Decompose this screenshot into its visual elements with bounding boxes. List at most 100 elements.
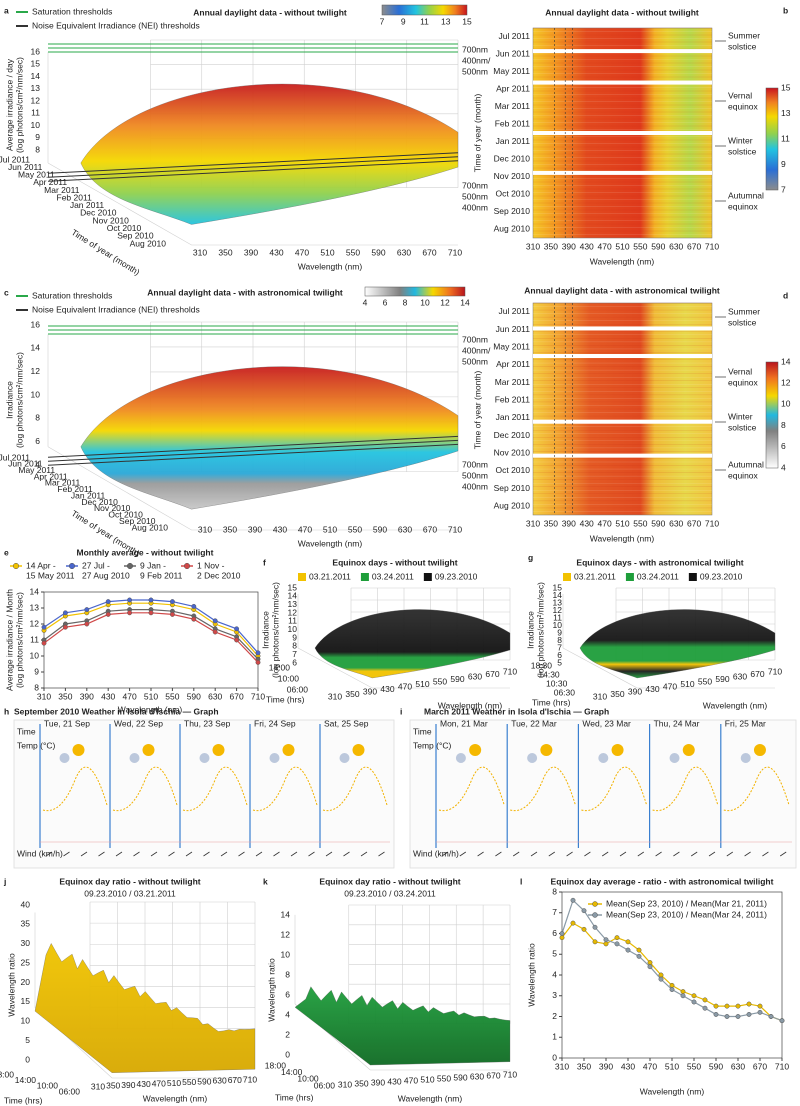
y-tick-label: 14 [553,590,563,600]
surface [80,83,459,225]
weather-icon [455,753,466,763]
row-label: Wind (km/h) [413,848,459,858]
weather-icon [282,744,295,756]
y-tick-label: Jan 2011 [496,136,531,146]
wind-arrow [185,851,193,857]
x-tick-label: 550 [437,1073,451,1083]
annotation: Summer [728,306,760,316]
legend-label: 09.23.2010 [700,571,743,581]
y-tick-label: 7 [557,642,562,652]
depth-tick-label: Jan 2011 [70,200,105,210]
wind-arrow [744,851,751,857]
data-point [691,993,697,999]
panel-label: b [783,5,788,15]
depth-tick-label: Sep 2010 [119,516,156,526]
x-tick-label: 510 [680,679,694,689]
y-tick-label: 6 [35,436,40,446]
depth-tick-label: 14:00 [269,662,291,672]
x-axis-label: Wavelength (nm) [703,700,768,710]
day-label: Wed, 22 Sep [114,718,163,728]
y-tick-label: 5 [25,1035,30,1045]
y-tick-label: 2 [552,1011,557,1021]
threshold-label: 700nm [462,180,488,190]
x-tick-label: 510 [144,691,158,701]
data-point [735,1003,741,1009]
weather-icon [212,744,225,756]
y-tick-label: 4 [285,1009,290,1019]
x-tick-label: 550 [346,247,360,257]
y-tick-label: 6 [292,657,297,667]
x-tick-label: 310 [555,1061,569,1071]
y-axis-label: (log photons/cm²/nm/sec) [535,582,545,678]
wind-arrow [495,851,502,857]
x-tick-label: 670 [750,669,764,679]
data-point [255,650,261,656]
depth-tick-label: Jun 2011 [8,459,43,469]
data-gap [533,80,712,85]
y-axis-label: Time of year (month) [472,94,482,173]
panel-label: l [520,876,522,886]
data-point [255,659,261,665]
y-tick-label: 9 [557,627,562,637]
x-tick-label: 710 [705,241,719,251]
wind-arrow [655,851,662,857]
surface [294,986,511,1066]
legend-label: 27 Jul - [82,560,110,570]
panel-title: Annual daylight data - with astronomical… [147,287,343,297]
depth-tick-label: 18:30 [531,660,553,670]
data-point [234,626,240,632]
data-gap [533,49,712,54]
data-point [746,1011,752,1017]
annotation: solstice [728,317,757,327]
x-tick-label: 430 [621,1061,635,1071]
legend-swatch [688,573,697,581]
x-tick-label: 630 [669,518,683,528]
x-axis-label: Wavelength (nm) [118,704,183,714]
weather-icon [611,744,624,756]
depth-tick-label: Jun 2011 [8,162,43,172]
temperature-curve [322,766,388,812]
wind-arrow [308,851,315,857]
data-point [746,1001,752,1007]
weather-icon [598,753,609,763]
x-tick-label: 470 [663,681,677,691]
y-tick-label: 40 [21,899,31,909]
x-tick-label: 630 [470,1071,484,1081]
legend-label: 09.23.2010 [435,571,478,581]
x-axis-label: Wavelength (nm) [398,1093,463,1103]
y-tick-label: Dec 2010 [494,154,531,164]
data-point [636,953,642,959]
y-tick-label: 5 [552,949,557,959]
depth-tick-label: Oct 2010 [107,223,142,233]
x-tick-label: 430 [387,1076,401,1086]
x-tick-label: 510 [615,518,629,528]
wind-arrow [45,851,53,857]
panel-label: d [783,290,788,300]
x-tick-label: 710 [448,524,462,534]
x-tick-label: 510 [320,247,334,257]
depth-tick-label: Dec 2010 [80,208,117,218]
y-tick-label: 15 [31,59,41,69]
data-point [614,941,620,947]
data-point [647,964,653,970]
colorbar [381,4,468,16]
row-label: Temp (°C) [17,740,56,750]
legend-label: 15 May 2011 [26,570,75,580]
y-tick-label: 0 [25,1054,30,1064]
data-point [603,941,609,947]
colorbar-label: 10 [781,399,791,409]
y-tick-label: Dec 2010 [494,430,531,440]
data-point [570,897,576,903]
y-tick-label: 6 [285,989,290,999]
wind-arrow [378,851,385,857]
depth-tick-label: Jan 2011 [71,490,106,500]
y-axis-label: Wavelength ratio [526,943,536,1007]
panel-title: Equinox days - with astronomical twiligh… [576,557,743,567]
depth-tick-label: Oct 2010 [108,510,143,520]
x-tick-label: 310 [37,691,51,701]
y-tick-label: 12 [281,929,291,939]
series-line [43,608,259,660]
y-tick-label: Mar 2011 [495,101,531,111]
depth-tick-label: 18:00 [265,1060,287,1070]
depth-tick-label: 14:30 [538,669,560,679]
